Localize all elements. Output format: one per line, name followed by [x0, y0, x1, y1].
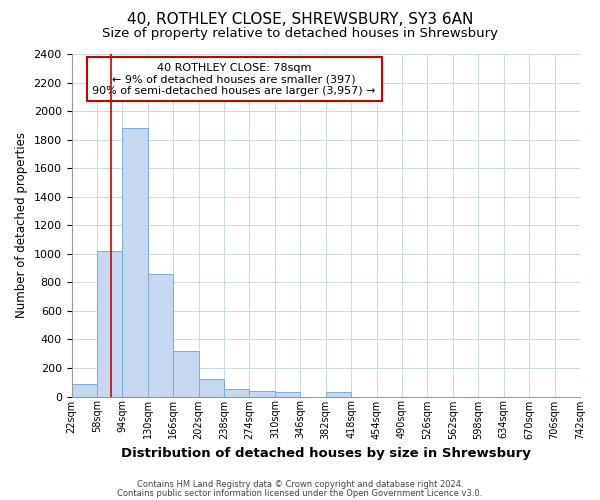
Bar — [122, 128, 148, 396]
Bar — [250, 391, 275, 396]
Bar — [97, 251, 122, 396]
Bar — [199, 380, 224, 396]
Bar — [148, 274, 173, 396]
Bar — [173, 351, 199, 397]
Text: 40 ROTHLEY CLOSE: 78sqm
← 9% of detached houses are smaller (397)
90% of semi-de: 40 ROTHLEY CLOSE: 78sqm ← 9% of detached… — [92, 62, 376, 96]
Text: Contains public sector information licensed under the Open Government Licence v3: Contains public sector information licen… — [118, 488, 482, 498]
Bar — [326, 392, 351, 396]
Y-axis label: Number of detached properties: Number of detached properties — [15, 132, 28, 318]
Text: Contains HM Land Registry data © Crown copyright and database right 2024.: Contains HM Land Registry data © Crown c… — [137, 480, 463, 489]
Bar — [71, 384, 97, 396]
Bar — [275, 392, 301, 396]
Bar — [224, 390, 250, 396]
Text: 40, ROTHLEY CLOSE, SHREWSBURY, SY3 6AN: 40, ROTHLEY CLOSE, SHREWSBURY, SY3 6AN — [127, 12, 473, 28]
X-axis label: Distribution of detached houses by size in Shrewsbury: Distribution of detached houses by size … — [121, 447, 531, 460]
Text: Size of property relative to detached houses in Shrewsbury: Size of property relative to detached ho… — [102, 28, 498, 40]
